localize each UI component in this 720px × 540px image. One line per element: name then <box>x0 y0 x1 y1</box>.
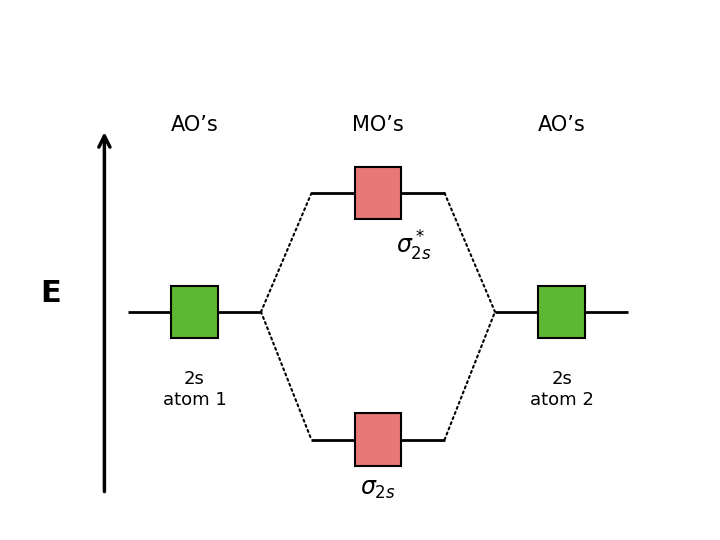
Text: $\sigma_{2s}$: $\sigma_{2s}$ <box>360 477 396 501</box>
Bar <box>171 286 217 338</box>
Text: $\sigma^*_{2s}$: $\sigma^*_{2s}$ <box>396 228 432 263</box>
Text: 2s
atom 2: 2s atom 2 <box>530 370 593 409</box>
Text: Molecular Orbital Diagrams - $\sigma_{2s}$ and $\sigma^*_{2s}$: Molecular Orbital Diagrams - $\sigma_{2s… <box>16 26 667 64</box>
Text: MO’s: MO’s <box>352 115 404 135</box>
Bar <box>355 414 402 466</box>
Text: AO’s: AO’s <box>538 115 585 135</box>
Bar <box>539 286 585 338</box>
Text: E: E <box>40 279 60 308</box>
Bar <box>355 167 402 219</box>
Text: AO’s: AO’s <box>171 115 218 135</box>
Text: 2s
atom 1: 2s atom 1 <box>163 370 226 409</box>
